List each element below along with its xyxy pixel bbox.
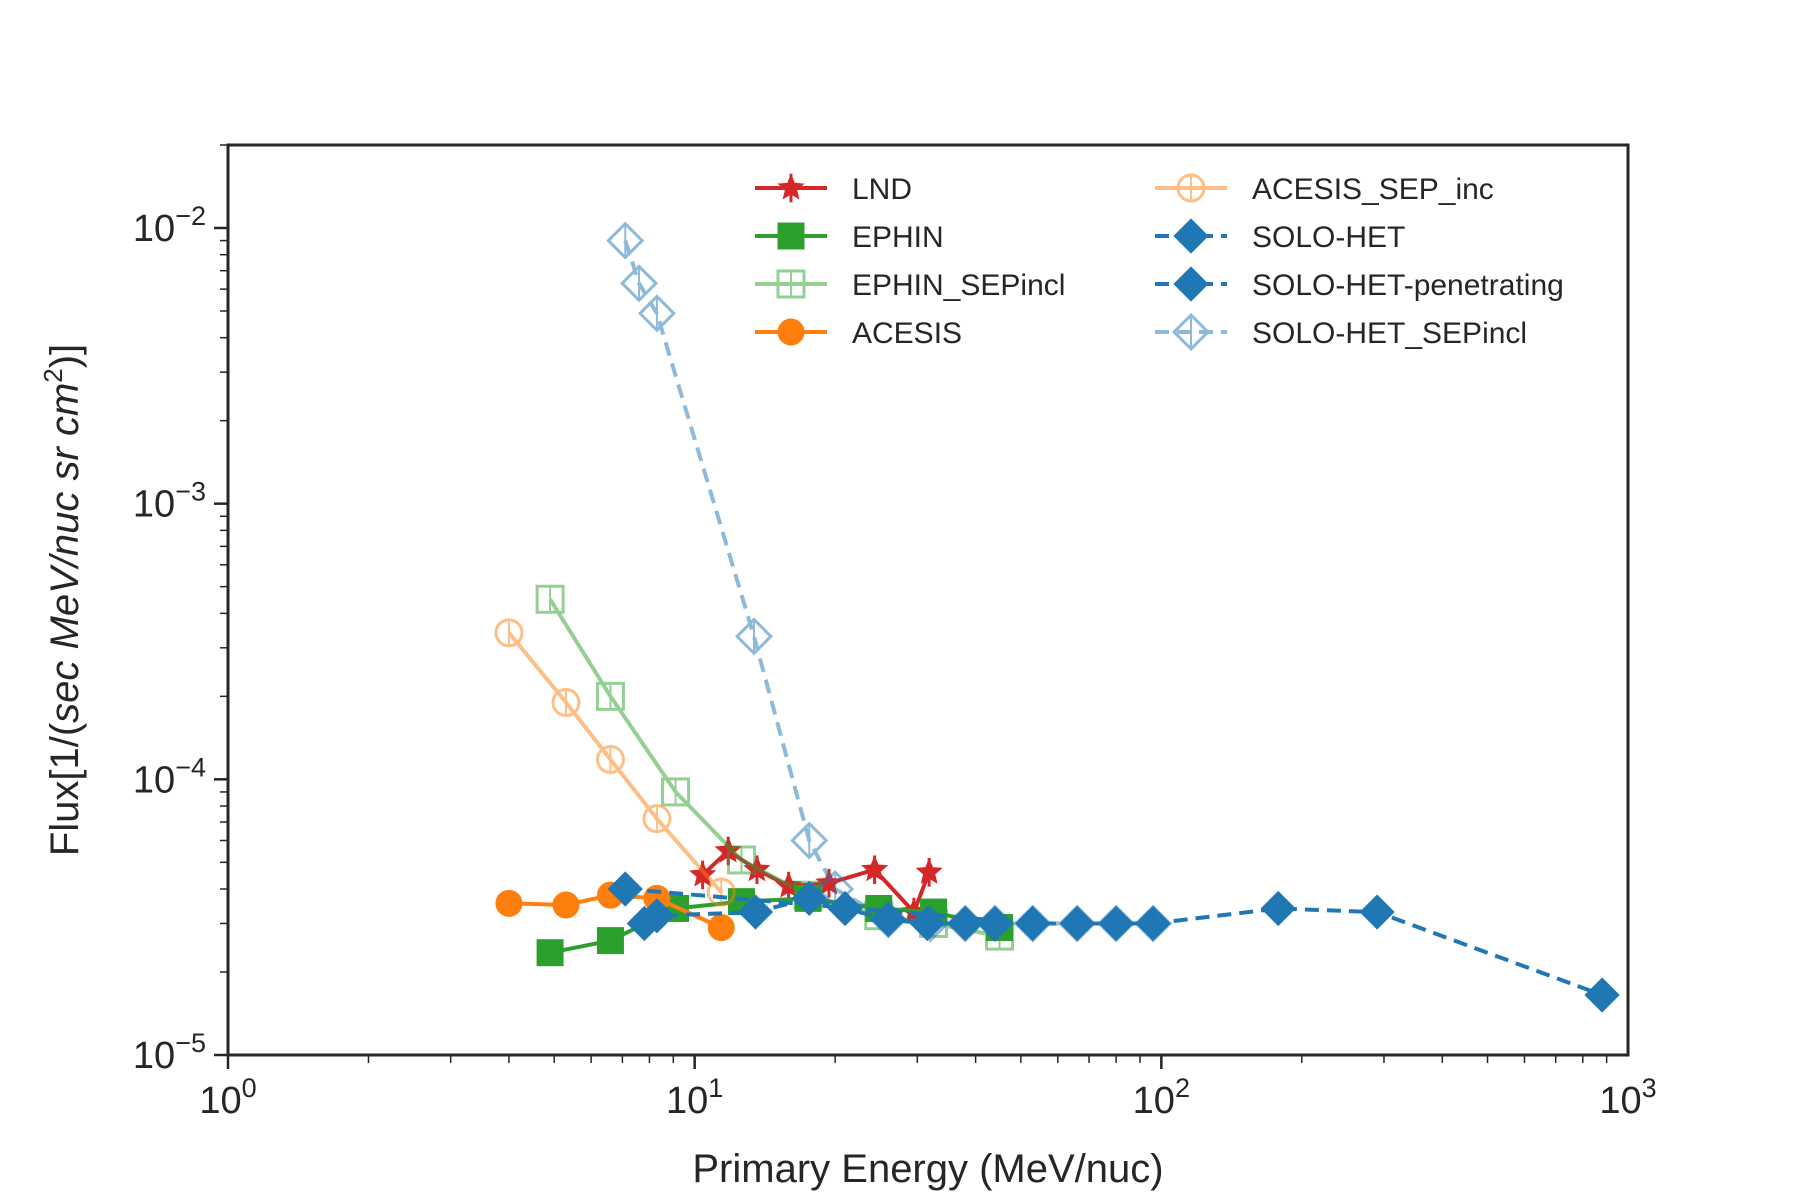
y-tick-label: 10−4 <box>133 752 206 801</box>
data-point <box>1584 977 1620 1013</box>
data-point <box>707 914 735 942</box>
data-point <box>536 939 564 967</box>
data-point <box>596 927 624 955</box>
legend-label: SOLO-HET_SEPincl <box>1252 317 1527 350</box>
legend: LND EPHIN EPHIN_SEPincl ACESIS ACESIS_SEP_in… <box>755 173 1564 352</box>
y-tick-label: 10−3 <box>133 477 206 526</box>
legend-entry <box>1155 312 1227 352</box>
legend-entry <box>1155 173 1227 203</box>
legend-label: ACESIS_SEP_inc <box>1252 173 1494 206</box>
x-tick-label: 103 <box>1599 1073 1656 1122</box>
x-tick-label: 101 <box>666 1073 723 1122</box>
series-line <box>623 239 1154 926</box>
legend-label: EPHIN_SEPincl <box>852 269 1065 302</box>
y-axis-label-prefix: Flux[1/( <box>43 722 87 856</box>
data-marks <box>494 221 1620 1013</box>
legend-label: EPHIN <box>852 221 944 254</box>
data-point <box>1359 894 1395 930</box>
plot-frame <box>226 143 1630 1057</box>
y-axis-label-sup: 2 <box>38 368 68 382</box>
data-point <box>737 894 774 930</box>
y-axis-label-suffix: )] <box>43 344 87 368</box>
legend-label: LND <box>852 173 912 206</box>
x-tick-label: 102 <box>1133 1073 1190 1122</box>
series-solo-het-penetrating <box>607 871 1620 1013</box>
data-point <box>495 889 523 917</box>
legend-marker <box>1173 266 1209 302</box>
legend-label: SOLO-HET-penetrating <box>1252 269 1564 302</box>
y-axis-label: Flux[1/(sec MeV/nuc sr cm2)] <box>38 344 87 856</box>
legend-label: SOLO-HET <box>1252 221 1405 254</box>
series-line <box>625 887 1603 997</box>
legend-entry <box>755 222 827 250</box>
legend-entry <box>1155 218 1227 254</box>
series-line <box>507 631 723 894</box>
legend-entry <box>755 269 827 299</box>
x-axis-label: Primary Energy (MeV/nuc) <box>692 1147 1163 1191</box>
legend-label: ACESIS <box>852 317 962 350</box>
y-axis-label-math: sec MeV/nuc sr cm <box>43 383 87 723</box>
series-solo-het-sepincl <box>606 221 1173 943</box>
x-tick-label: 100 <box>199 1073 256 1122</box>
legend-marker <box>777 222 805 250</box>
legend-entry <box>755 318 827 346</box>
y-tick-label: 10−2 <box>133 201 206 250</box>
data-point <box>1260 890 1296 927</box>
legend-marker <box>777 318 805 346</box>
legend-entry <box>1155 266 1227 302</box>
data-point <box>552 891 580 919</box>
series-acesis-sep-inc <box>494 618 736 907</box>
legend-marker <box>1173 218 1209 254</box>
axis-ticks: 100 101 102 103 10−5 10−4 10−3 10−2 <box>133 144 1657 1122</box>
data-point <box>607 871 643 907</box>
data-point <box>639 898 675 934</box>
y-tick-label: 10−5 <box>133 1028 206 1077</box>
legend-entry <box>755 173 827 203</box>
